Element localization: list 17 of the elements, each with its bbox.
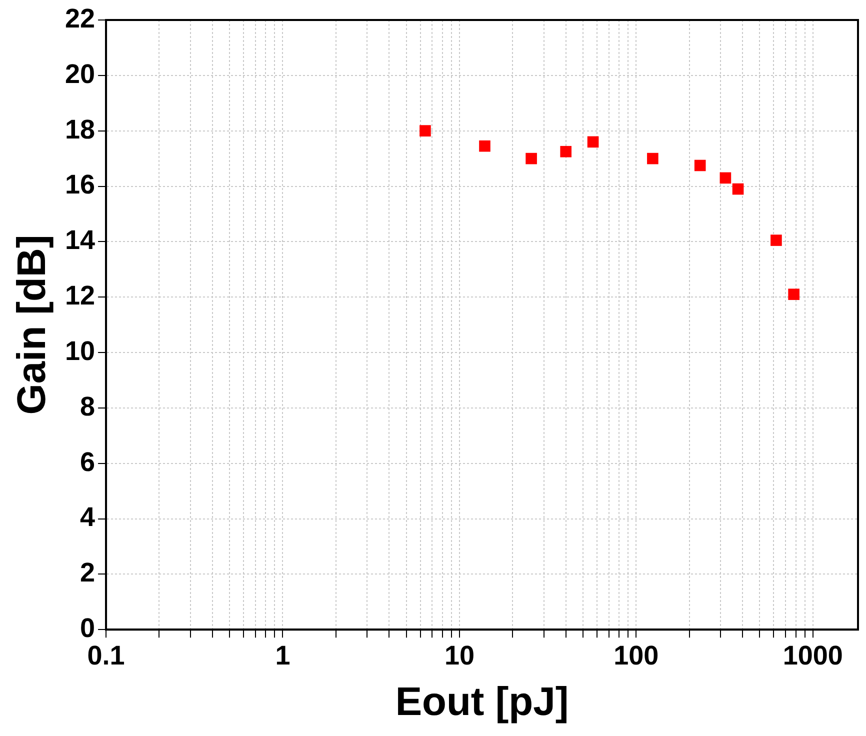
y-tick-label: 10 [64, 336, 96, 366]
y-tick-label: 18 [64, 114, 96, 144]
x-tick-label: 1000 [782, 640, 843, 670]
y-tick-label: 4 [80, 502, 96, 532]
y-tick-label: 22 [64, 3, 96, 34]
y-tick-label: 6 [80, 446, 96, 477]
y-tick-label: 14 [64, 225, 96, 256]
y-tick-label: 2 [80, 558, 96, 588]
x-tick-label: 100 [614, 640, 659, 670]
y-tick-label: 20 [64, 58, 96, 89]
x-tick-label: 1 [275, 640, 290, 670]
y-tick-label: 8 [80, 391, 96, 422]
x-axis-title: Eout [pJ] [395, 680, 569, 724]
y-tick-label: 16 [64, 170, 96, 200]
y-axis-title: Gain [dB] [10, 234, 54, 415]
x-tick-label: 10 [444, 640, 474, 670]
y-tick-label: 12 [64, 280, 96, 311]
